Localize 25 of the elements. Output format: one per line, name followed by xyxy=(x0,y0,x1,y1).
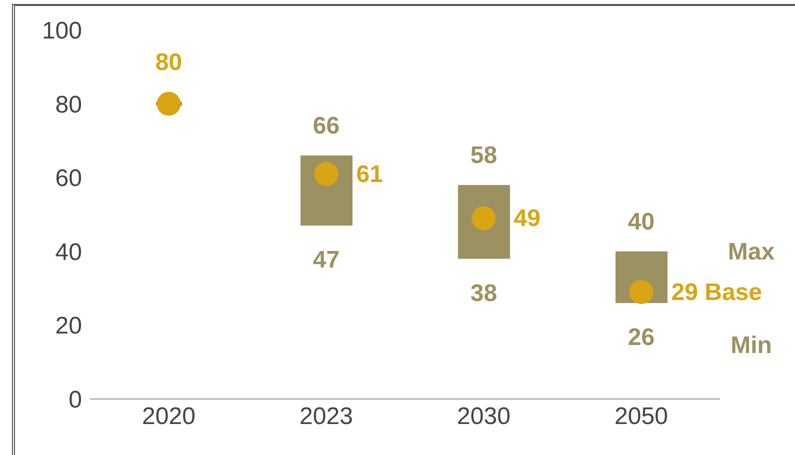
data-label: 49 xyxy=(514,205,540,232)
annotation: 38 xyxy=(470,280,498,307)
y-tick-label: 0 xyxy=(68,386,82,414)
annotation: 40 xyxy=(628,208,655,236)
data-label: 29 xyxy=(671,278,698,306)
y-tick-label: 60 xyxy=(55,165,82,192)
annotation: 58 xyxy=(470,142,498,169)
annotation: 26 xyxy=(628,324,655,352)
text: Base xyxy=(704,278,762,306)
point xyxy=(629,280,654,304)
text: Min xyxy=(730,332,772,360)
annotation: 47 xyxy=(312,246,340,274)
annotation: 66 xyxy=(312,112,340,140)
x-tick-label: 2030 xyxy=(457,403,510,430)
x-tick-label: 2020 xyxy=(142,403,196,430)
y-tick-label: 80 xyxy=(55,91,82,118)
text: Max xyxy=(728,238,776,266)
x-tick-label: 2023 xyxy=(300,403,353,430)
y-tick-label: 20 xyxy=(55,312,82,340)
point xyxy=(314,162,338,186)
y-tick-label: 40 xyxy=(55,238,82,266)
x-tick-label: 2050 xyxy=(614,403,668,430)
y-tick-label: 100 xyxy=(42,18,82,45)
data-label: 80 xyxy=(155,48,182,76)
data-label: 61 xyxy=(356,160,383,188)
